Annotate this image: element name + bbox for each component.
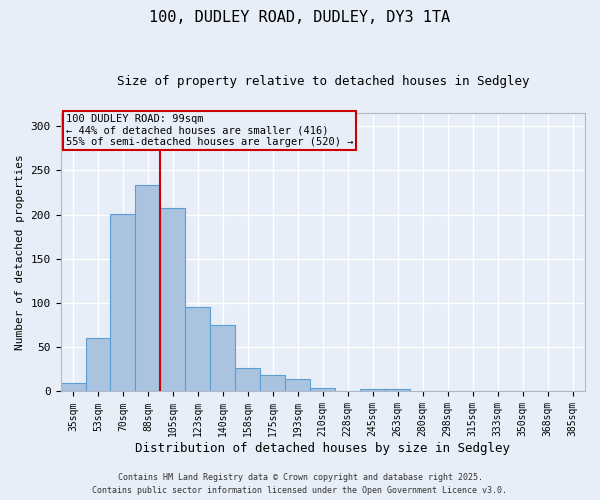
Bar: [136, 186, 160, 392]
Text: Contains HM Land Registry data © Crown copyright and database right 2025.
Contai: Contains HM Land Registry data © Crown c…: [92, 474, 508, 495]
Bar: [385, 389, 410, 392]
Bar: [460, 390, 485, 392]
Bar: [61, 382, 86, 392]
Bar: [310, 388, 335, 392]
Bar: [260, 374, 286, 392]
Bar: [286, 379, 310, 392]
Text: 100 DUDLEY ROAD: 99sqm
← 44% of detached houses are smaller (416)
55% of semi-de: 100 DUDLEY ROAD: 99sqm ← 44% of detached…: [66, 114, 353, 148]
Bar: [185, 308, 211, 392]
Bar: [211, 325, 235, 392]
Bar: [235, 368, 260, 392]
Text: 100, DUDLEY ROAD, DUDLEY, DY3 1TA: 100, DUDLEY ROAD, DUDLEY, DY3 1TA: [149, 10, 451, 25]
Bar: [360, 389, 385, 392]
Y-axis label: Number of detached properties: Number of detached properties: [15, 154, 25, 350]
X-axis label: Distribution of detached houses by size in Sedgley: Distribution of detached houses by size …: [135, 442, 510, 455]
Bar: [160, 208, 185, 392]
Bar: [86, 338, 110, 392]
Bar: [110, 214, 136, 392]
Title: Size of property relative to detached houses in Sedgley: Size of property relative to detached ho…: [116, 75, 529, 88]
